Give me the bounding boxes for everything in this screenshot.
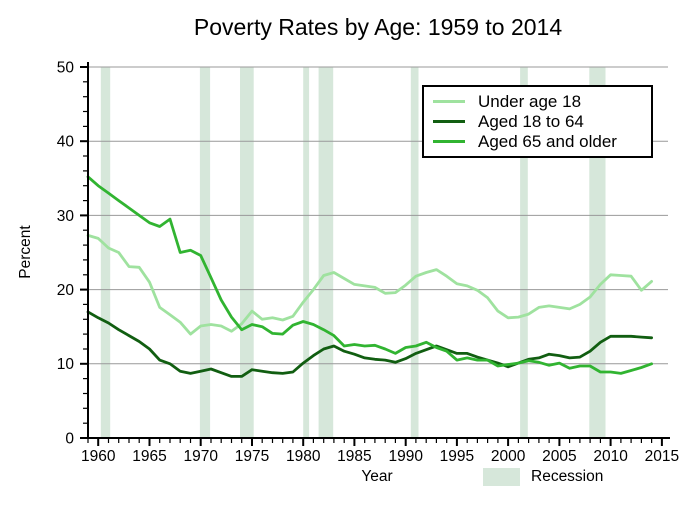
recession-band [589,67,606,438]
recession-bands [100,67,606,438]
svg-text:1985: 1985 [337,448,371,465]
svg-text:2000: 2000 [491,448,526,465]
svg-text:20: 20 [57,282,75,299]
x-axis-label: Year [361,468,393,485]
y-tick-labels: 0 10 20 30 40 50 [57,59,75,447]
recession-legend: Recession [483,468,603,486]
legend-item: Under age 18 [433,93,647,110]
svg-text:1995: 1995 [440,448,474,465]
svg-text:1970: 1970 [183,448,218,465]
svg-text:1980: 1980 [286,448,321,465]
series-lines [86,175,653,378]
recession-label: Recession [531,468,604,485]
svg-text:10: 10 [57,356,75,373]
axes [87,62,670,439]
svg-text:2005: 2005 [542,448,576,465]
recession-band [199,67,211,438]
recession-band [303,67,310,438]
legend-label: Aged 65 and older [478,131,617,151]
legend-line-swatch-18-to-64 [433,119,465,123]
x-tick-labels: 1960 1965 1970 1975 1980 1985 1990 1995 2000 2005… [81,448,679,465]
series-line-aged-65-and-older [86,175,653,375]
svg-text:30: 30 [57,208,75,225]
series-line-aged-18-to-64 [86,310,653,378]
svg-text:50: 50 [57,59,75,76]
svg-text:1990: 1990 [388,448,423,465]
recession-swatch [483,468,520,486]
svg-text:1960: 1960 [81,448,116,465]
svg-text:0: 0 [65,430,74,447]
svg-text:2010: 2010 [593,448,628,465]
legend-label: Aged 18 to 64 [478,111,584,131]
recession-band [240,67,254,438]
legend-line-swatch-under-18 [433,100,465,104]
legend-label: Under age 18 [478,92,582,112]
svg-text:2015: 2015 [645,448,679,465]
y-axis-label: Percent [17,225,34,279]
legend-item: Aged 65 and older [433,133,647,150]
gridlines [88,66,668,365]
legend-line-swatch-65-older [433,139,465,143]
legend: Under age 18 Aged 18 to 64 Aged 65 and o… [422,85,653,158]
legend-item: Aged 18 to 64 [433,113,647,130]
series-line-under-age-18 [86,233,653,336]
ticks [80,66,663,446]
svg-text:40: 40 [57,134,75,151]
chart-title: Poverty Rates by Age: 1959 to 2014 [193,14,563,40]
recession-band [410,67,419,438]
recession-band [100,67,111,438]
svg-text:1965: 1965 [132,448,166,465]
svg-text:1975: 1975 [235,448,269,465]
recession-band [318,67,334,438]
recession-band [520,67,528,438]
